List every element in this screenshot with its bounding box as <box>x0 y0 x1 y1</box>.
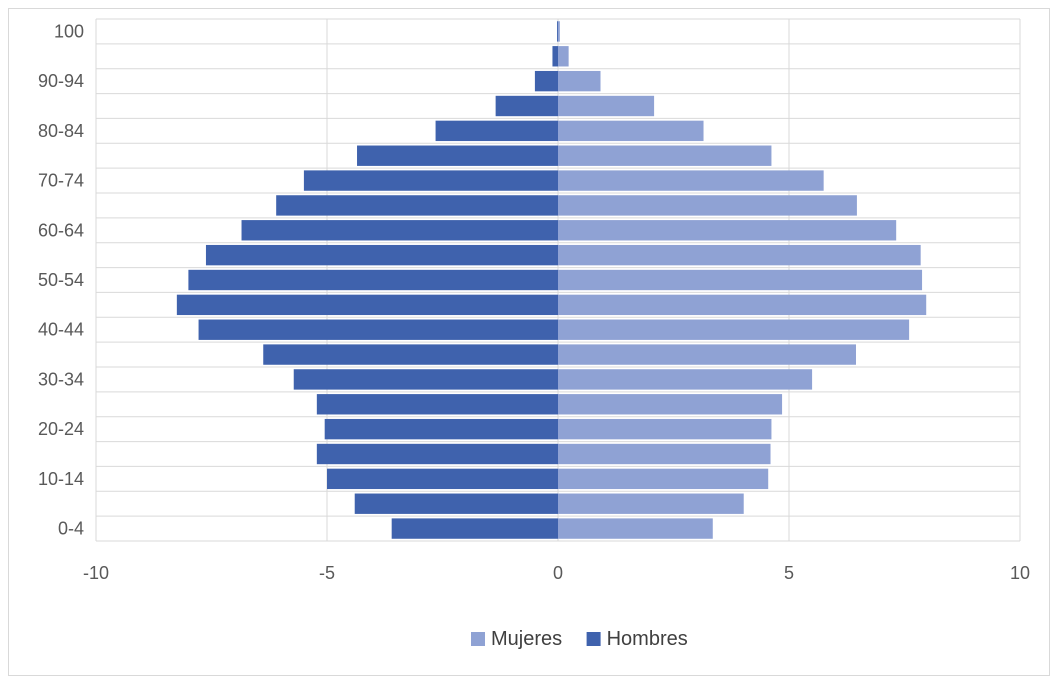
bar-mujeres-30-34 <box>558 369 813 390</box>
bar-mujeres-50-54 <box>558 269 923 291</box>
population-pyramid-chart: 0-4 10-14 20-24 30-34 40-44 50-54 60-64 70-74 80… <box>38 18 1030 650</box>
bar-mujeres-95-99 <box>558 46 569 67</box>
y-tick-label: 80-84 <box>38 121 84 141</box>
y-tick-label: 60-64 <box>38 220 84 240</box>
bar-hombres-85-89 <box>495 95 558 117</box>
bar-mujeres-85-89 <box>558 95 655 117</box>
bar-mujeres-35-39 <box>558 344 856 365</box>
bar-mujeres-75-79 <box>558 145 772 166</box>
bar-mujeres-65-69 <box>558 195 857 216</box>
bar-hombres-95-99 <box>552 46 558 67</box>
bar-hombres-70-74 <box>303 170 558 191</box>
bar-mujeres-0-4 <box>558 518 713 539</box>
bar-hombres-20-24 <box>324 418 558 440</box>
y-tick-label: 20-24 <box>38 419 84 439</box>
legend-swatch <box>586 632 601 646</box>
bar-mujeres-90-94 <box>558 70 601 92</box>
bar-hombres-10-14 <box>327 468 558 490</box>
y-tick-label: 0-4 <box>58 519 84 539</box>
bar-hombres-50-54 <box>188 269 558 291</box>
bar-hombres-30-34 <box>293 369 558 390</box>
bar-hombres-40-44 <box>198 319 558 340</box>
bar-mujeres-60-64 <box>558 220 897 241</box>
y-tick-label: 90-94 <box>38 71 84 91</box>
bar-mujeres-55-59 <box>558 244 921 266</box>
bar-mujeres-20-24 <box>558 418 772 440</box>
bar-hombres-100 <box>557 21 558 42</box>
x-tick-label: 5 <box>784 563 794 583</box>
bar-hombres-0-4 <box>391 518 558 539</box>
chart-frame: 0-4 10-14 20-24 30-34 40-44 50-54 60-64 70-74 80… <box>8 8 1050 676</box>
bar-hombres-25-29 <box>316 394 558 415</box>
legend-label: Hombres <box>607 628 688 650</box>
x-tick-label: 0 <box>553 563 563 583</box>
y-tick-label: 10-14 <box>38 469 84 489</box>
bar-mujeres-45-49 <box>558 294 927 316</box>
y-tick-label: 40-44 <box>38 320 84 340</box>
bar-mujeres-5-9 <box>558 493 744 514</box>
bar-hombres-15-19 <box>316 443 558 465</box>
bar-hombres-5-9 <box>354 493 558 514</box>
y-tick-label: 30-34 <box>38 369 84 389</box>
legend-item-mujeres: Mujeres <box>471 628 562 650</box>
y-tick-label: 50-54 <box>38 270 84 290</box>
legend: Mujeres Hombres <box>471 628 688 650</box>
y-axis-labels: 0-4 10-14 20-24 30-34 40-44 50-54 60-64 70-74 80… <box>38 21 84 538</box>
y-tick-label: 100 <box>54 21 84 41</box>
bar-mujeres-10-14 <box>558 468 769 490</box>
bar-mujeres-40-44 <box>558 319 910 340</box>
x-tick-label: -10 <box>83 563 109 583</box>
bar-hombres-65-69 <box>276 195 558 216</box>
x-axis-labels: -10 -5 0 5 10 <box>83 563 1030 583</box>
x-tick-label: -5 <box>319 563 335 583</box>
bar-mujeres-70-74 <box>558 170 824 191</box>
legend-label: Mujeres <box>491 628 562 650</box>
y-tick-label: 70-74 <box>38 171 84 191</box>
bar-hombres-45-49 <box>176 294 558 316</box>
bar-hombres-35-39 <box>263 344 558 365</box>
bar-hombres-90-94 <box>534 70 558 92</box>
bar-hombres-60-64 <box>241 220 558 241</box>
bar-hombres-55-59 <box>205 244 558 266</box>
bar-mujeres-80-84 <box>558 120 704 142</box>
legend-item-hombres: Hombres <box>586 628 688 650</box>
x-tick-label: 10 <box>1010 563 1030 583</box>
bar-hombres-75-79 <box>357 145 558 166</box>
bar-mujeres-25-29 <box>558 394 783 415</box>
bar-mujeres-15-19 <box>558 443 771 465</box>
bar-hombres-80-84 <box>435 120 558 142</box>
legend-swatch <box>471 632 485 646</box>
bar-mujeres-100 <box>558 21 560 42</box>
bars <box>176 21 927 539</box>
